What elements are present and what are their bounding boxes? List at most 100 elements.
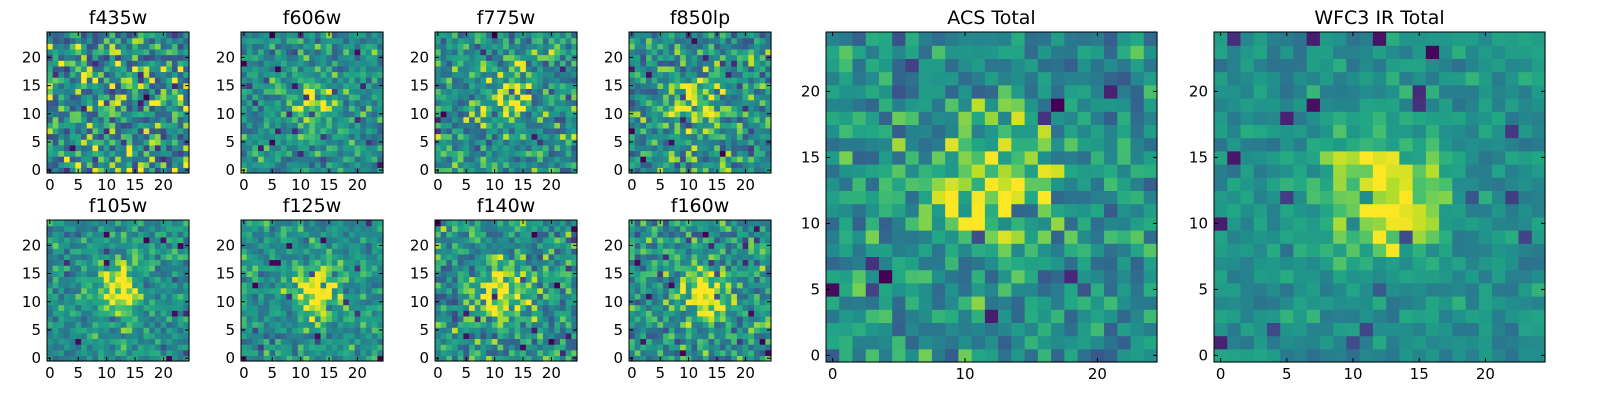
heatmap-cell [542,71,550,78]
heatmap-cell [64,65,71,73]
heatmap-cell [92,65,99,73]
heatmap-cell [674,37,681,44]
heatmap-cell [258,253,265,261]
heatmap-cell [86,99,94,106]
heatmap-cell [98,265,105,272]
heatmap-cell [685,37,693,44]
heatmap-cell [742,282,749,289]
heatmap-cell [725,156,732,163]
heatmap-cell [435,225,442,232]
heatmap-cell [440,349,447,356]
heatmap-cell [731,48,738,56]
heatmap-cell [297,225,305,232]
heatmap-cell [98,253,105,261]
heatmap-cell [691,82,698,89]
heatmap-cell [320,270,327,277]
heatmap-cell [663,122,670,129]
heatmap-cell [331,327,339,334]
heatmap-cell [508,43,516,50]
heatmap-cell [685,139,693,146]
axes-frame [240,219,384,362]
heatmap-cell [634,349,641,356]
heatmap-cell [446,43,453,50]
heatmap-cell [120,94,128,101]
heatmap-cell [497,116,504,123]
heatmap-cell [474,327,482,334]
heatmap-cell [154,161,162,168]
heatmap-cell [154,48,162,56]
heatmap-cell [103,116,111,123]
heatmap-cell [92,242,99,249]
heatmap-cell [75,60,82,67]
heatmap-cell [360,220,367,227]
heatmap-cell [503,304,510,311]
heatmap-cell [160,43,167,50]
heatmap-cell [331,54,339,61]
heatmap-cell [469,110,476,118]
heatmap-cell [81,236,88,244]
heatmap-cell [98,122,105,129]
heatmap-cell [497,82,504,89]
heatmap-cell [571,321,578,328]
heatmap-cell [629,127,636,135]
heatmap-cell [503,276,510,283]
heatmap-cell [503,37,510,44]
heatmap-cell [120,71,128,78]
heatmap-cell [697,94,704,101]
heatmap-cell [69,344,76,351]
heatmap-cell [86,332,94,340]
heatmap-cell [143,127,150,135]
heatmap-cell [343,225,350,232]
heatmap-cell [702,270,710,277]
heatmap-cell [75,48,82,56]
heatmap-cell [166,242,173,249]
heatmap-cell [486,37,493,44]
heatmap-cell [166,310,173,317]
heatmap-cell [446,242,453,249]
heatmap-cell [491,259,499,266]
heatmap-cell [765,276,772,283]
heatmap-cell [360,304,367,311]
heatmap-cell [657,54,664,61]
heatmap-cell [258,231,265,238]
heatmap-cell [663,344,670,351]
heatmap-cell [765,94,772,101]
heatmap-cell [160,139,167,146]
heatmap-cell [337,287,344,294]
heatmap-cell [525,298,533,306]
heatmap-cell [702,94,710,101]
heatmap-cell [314,94,322,101]
heatmap-cell [520,48,527,56]
heatmap-cell [725,338,732,345]
heatmap-cell [651,65,658,73]
heatmap-cell [486,48,493,56]
heatmap-cell [52,82,59,89]
heatmap-cell [75,287,82,294]
heatmap-cell [542,253,550,261]
heatmap-cell [365,338,373,345]
heatmap-cell [537,287,544,294]
heatmap-cell [435,332,442,340]
heatmap-cell [52,332,59,340]
heatmap-cell [446,65,453,73]
heatmap-cell [263,110,270,118]
heatmap-cell [651,298,658,306]
heatmap-cell [297,242,305,249]
heatmap-cell [246,265,253,272]
heatmap-cell [554,161,561,168]
heatmap-cell [303,37,310,44]
heatmap-cell [126,88,133,95]
heatmap-cell [98,355,105,362]
heatmap-cell [497,231,504,238]
heatmap-cell [154,253,162,261]
heatmap-cell [371,338,378,345]
heatmap-cell [753,293,761,300]
heatmap-cell [171,259,179,266]
heatmap-cell [719,293,727,300]
heatmap-cell [548,327,555,334]
y-tick-label: 20 [410,48,429,66]
heatmap-cell [137,60,145,67]
heatmap-cell [103,349,111,356]
heatmap-cell [171,304,179,311]
heatmap-cell [663,139,670,146]
